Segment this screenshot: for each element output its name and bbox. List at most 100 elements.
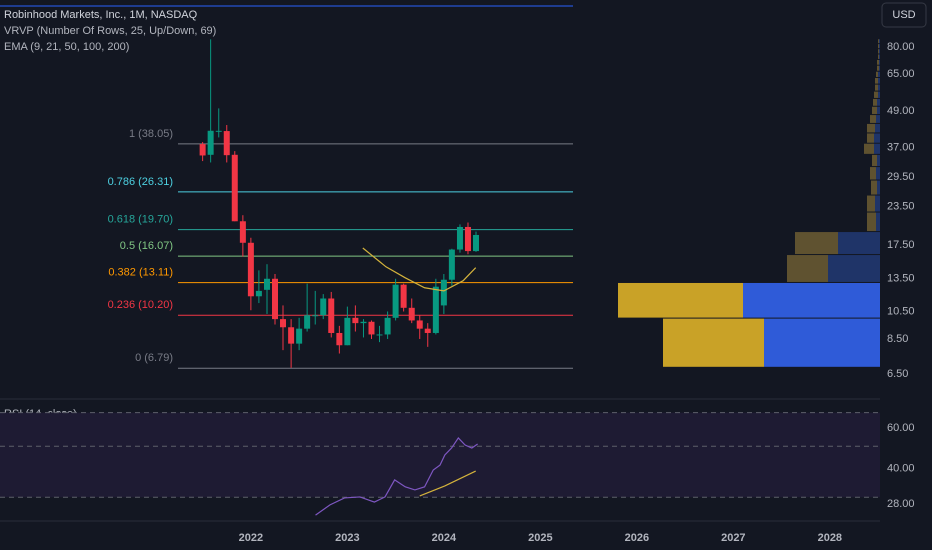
currency-label[interactable]: USD <box>892 9 915 21</box>
y-tick-label: 10.50 <box>887 305 915 317</box>
vrvp-up <box>878 71 880 78</box>
vrvp-down <box>876 71 878 78</box>
candle-body <box>336 332 343 346</box>
vrvp-down <box>870 167 876 180</box>
candle-body <box>255 290 262 297</box>
y-tick-label: 80.00 <box>887 41 915 53</box>
vrvp-down <box>878 49 879 54</box>
candle-body <box>199 144 206 156</box>
vrvp-up <box>874 133 880 143</box>
y-tick-label: 65.00 <box>887 68 915 80</box>
vrvp-down <box>663 318 764 367</box>
fib-label: 0.786 (26.31) <box>108 176 173 188</box>
ema-line <box>362 247 477 292</box>
candle-body <box>416 320 423 329</box>
y-tick-label: 23.50 <box>887 201 915 213</box>
candle-body <box>328 298 335 333</box>
currency-button[interactable] <box>881 2 927 28</box>
candle-body <box>392 284 399 318</box>
vrvp-up <box>879 39 880 44</box>
vrvp-down <box>878 44 879 49</box>
rsi-tick-label: 40.00 <box>887 462 915 474</box>
rsi-tick-label: 28.00 <box>887 498 915 510</box>
candle-body <box>352 317 359 324</box>
x-tick-label: 2023 <box>335 532 359 544</box>
candle-body <box>472 234 479 252</box>
y-tick-label: 29.50 <box>887 171 915 183</box>
candle-body <box>424 328 431 333</box>
vrvp-down <box>878 54 879 59</box>
x-tick-label: 2025 <box>528 532 552 544</box>
vrvp-up <box>828 255 880 282</box>
candle-body <box>440 279 447 306</box>
vrvp-down <box>877 59 879 65</box>
y-tick-label: 6.50 <box>887 368 908 380</box>
vrvp-up <box>877 154 880 167</box>
vrvp-down <box>877 65 879 71</box>
vrvp-down <box>878 39 879 44</box>
vrvp-down <box>867 123 875 133</box>
candle-body <box>344 317 351 346</box>
vrvp-up <box>874 143 880 154</box>
vrvp-up <box>875 123 880 133</box>
vrvp-down <box>867 212 876 232</box>
candle-body <box>207 130 214 155</box>
vrvp-down <box>871 180 877 195</box>
fib-label: 0 (6.79) <box>135 352 173 364</box>
candle-body <box>376 334 383 336</box>
vrvp-down <box>618 282 743 318</box>
candle-body <box>448 249 455 280</box>
y-tick-label: 17.50 <box>887 239 915 251</box>
vrvp-down <box>864 143 874 154</box>
candle-body <box>288 327 295 344</box>
vrvp-down <box>867 133 874 143</box>
fib-label: 1 (38.05) <box>129 128 173 140</box>
vrvp-down <box>874 91 878 98</box>
x-tick-label: 2024 <box>432 532 457 544</box>
rsi-line <box>419 470 476 497</box>
vrvp-down <box>875 84 878 91</box>
vrvp-up <box>743 282 880 318</box>
x-tick-label: 2028 <box>818 532 842 544</box>
fib-label: 0.382 (13.11) <box>108 266 173 278</box>
vrvp-up <box>876 115 880 123</box>
y-tick-label: 8.50 <box>887 333 908 345</box>
candle-body <box>464 226 471 252</box>
vrvp-down <box>870 115 876 123</box>
vrvp-up <box>875 195 880 212</box>
candle-body <box>456 226 463 250</box>
vrvp-down <box>872 106 877 115</box>
vrvp-up <box>764 318 880 367</box>
vrvp-down <box>872 154 877 167</box>
candle-body <box>408 307 415 321</box>
rsi-band <box>0 412 880 498</box>
candle-body <box>320 298 327 316</box>
candle-body <box>223 131 230 156</box>
vrvp-down <box>867 195 875 212</box>
vrvp-down <box>875 78 878 84</box>
plot: 2022 2023 2024 2025 2026 2027 2028 80.00 65.00 49… <box>0 39 915 544</box>
vrvp-down <box>795 232 838 255</box>
x-tick-label: 2027 <box>721 532 745 544</box>
candle-body <box>215 130 222 132</box>
y-tick-label: 49.00 <box>887 105 915 117</box>
vrvp-up <box>879 49 880 54</box>
candle-body <box>360 321 367 324</box>
y-tick-label: 37.00 <box>887 141 915 153</box>
fib-label: 0.5 (16.07) <box>120 240 173 252</box>
rsi-tick-label: 60.00 <box>887 422 915 434</box>
fib-label: 0.236 (10.20) <box>108 299 173 311</box>
candle-body <box>263 278 270 290</box>
candle-body <box>368 321 375 335</box>
vrvp-up <box>838 232 880 255</box>
candle-body <box>247 242 254 297</box>
vrvp-up <box>878 78 880 84</box>
chart-title: Robinhood Markets, Inc., 1M, NASDAQ <box>4 9 198 21</box>
vrvp-down <box>873 98 877 106</box>
fib-label: 0.618 (19.70) <box>108 213 173 225</box>
candle-body <box>304 315 311 329</box>
vrvp-up <box>878 91 880 98</box>
y-tick-label: 13.50 <box>887 273 915 285</box>
candle-body <box>384 317 391 335</box>
